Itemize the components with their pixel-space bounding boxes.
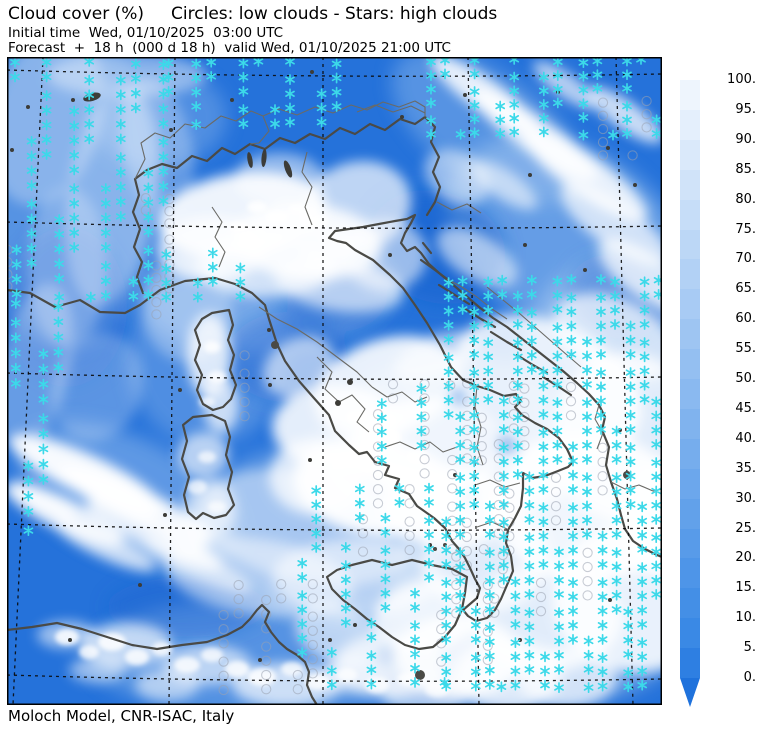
colorbar-segment [680,468,700,500]
colorbar-label: 80. [735,191,756,207]
high-cloud-stars-layer [10,53,664,694]
colorbar-label: 40. [735,430,756,446]
colorbar-label: 70. [735,251,756,267]
colorbar-segment [680,558,700,589]
cloud-cover-map [0,27,722,717]
colorbar-segment [680,349,700,380]
map-title: Cloud cover (%) Circles: low clouds - St… [8,4,498,24]
colorbar-label: 100. [727,72,756,87]
region-borders-layer [134,100,663,530]
colorbar-label: 60. [735,311,756,327]
forecast-valid-line: Forecast + 18 h (000 d 18 h) valid Wed, … [8,40,451,56]
initial-time-line: Initial time Wed, 01/10/2025 03:00 UTC [8,25,284,41]
colorbar-label: 25. [735,520,756,536]
colorbar-segment [680,109,700,141]
colorbar-arrow [680,678,700,707]
colorbar-segment [680,229,700,260]
lakes-and-towns-layer [10,70,637,680]
colorbar-label: 55. [735,341,756,357]
colorbar-segment [680,648,700,679]
colorbar-label: 15. [735,580,756,596]
colorbar-label: 30. [735,490,756,506]
colorbar-label: 5. [743,640,756,656]
colorbar-segment [680,259,700,290]
colorbar-label: 65. [735,281,756,297]
colorbar-label: 20. [735,550,756,566]
colorbar-segment [680,438,700,470]
colorbar-label: 75. [735,221,756,237]
colorbar-label: 50. [735,371,756,386]
colorbar-segment [680,528,700,559]
colorbar-segment [680,588,700,619]
colorbar-label: 45. [735,400,756,416]
credit-line: Moloch Model, CNR-ISAC, Italy [8,707,235,725]
colorbar-label: 0. [743,670,756,685]
colorbar-segment [680,199,700,230]
colorbar-segment [680,169,700,201]
colorbar-segment [680,139,700,171]
colorbar-segment [680,80,700,111]
colorbar-segment [680,618,700,649]
colorbar-label: 35. [735,460,756,476]
colorbar-segment [680,408,700,440]
colorbar-label: 85. [735,161,756,177]
colorbar-segment [680,289,700,320]
map-frame [7,57,662,705]
map-canvas [0,27,722,717]
colorbar-label: 10. [735,610,756,626]
colorbar-label: 95. [735,101,756,117]
colorbar-label: 90. [735,131,756,147]
graticule-layer [6,56,663,706]
colorbar-segment [680,498,700,529]
colorbar-segment [680,379,700,410]
colorbar-segment [680,319,700,350]
